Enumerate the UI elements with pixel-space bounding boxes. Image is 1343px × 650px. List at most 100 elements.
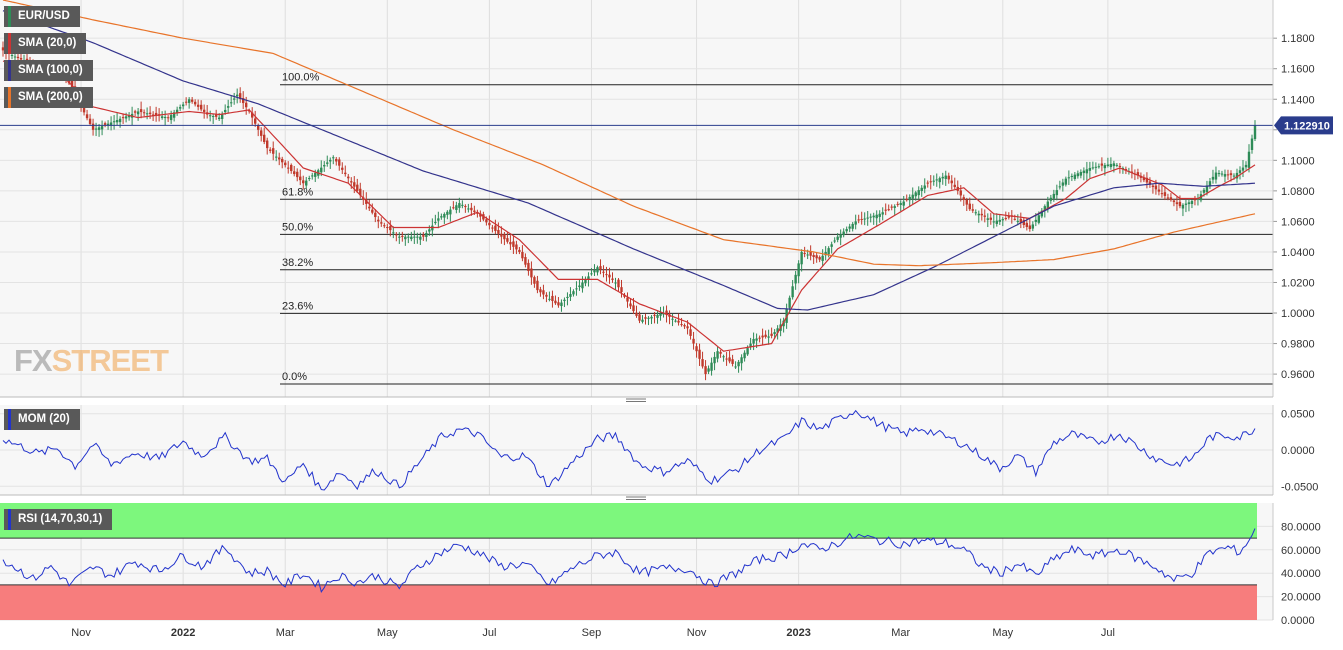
candle [1088, 161, 1092, 178]
candle [524, 253, 527, 268]
candle [287, 161, 290, 174]
candle [437, 211, 440, 229]
candle [1142, 174, 1146, 183]
candle [500, 226, 503, 244]
candle [1076, 170, 1080, 179]
candle [250, 107, 254, 126]
candle [677, 313, 680, 326]
resize-handle-1[interactable] [626, 398, 646, 402]
candle [506, 232, 509, 244]
candle [1184, 200, 1188, 213]
candle [335, 156, 338, 166]
fib-label: 38.2% [282, 257, 313, 269]
mom-line [2, 409, 1256, 491]
candle [704, 360, 707, 381]
candle [509, 235, 512, 250]
candle [121, 113, 125, 124]
candle [536, 275, 539, 294]
fib-label: 0.0% [282, 371, 307, 383]
candle [896, 201, 899, 207]
candle [800, 249, 803, 272]
candle [260, 127, 263, 142]
candle [518, 247, 521, 255]
candle [169, 110, 173, 124]
candle [356, 178, 359, 193]
candle [884, 203, 887, 216]
candle [97, 123, 101, 137]
candle [980, 208, 983, 221]
candle [911, 187, 914, 205]
candle [347, 173, 350, 183]
candle [1238, 166, 1242, 180]
candle [707, 365, 710, 375]
sma100-legend[interactable]: SMA (100,0) [4, 60, 93, 81]
candle [893, 204, 896, 215]
x-tick-jul-2: Jul [1101, 627, 1115, 639]
rsi-legend[interactable]: RSI (14,70,30,1) [4, 509, 113, 530]
candle [926, 180, 929, 188]
candle [947, 172, 950, 184]
candle [839, 229, 842, 246]
candle [1028, 218, 1032, 232]
candle [620, 279, 623, 298]
candle [272, 141, 275, 161]
candle [389, 220, 392, 237]
x-tick-mar-2: Mar [891, 627, 910, 639]
fib-label: 61.8% [282, 186, 313, 198]
resize-handle-2[interactable] [626, 496, 646, 500]
candle [281, 156, 284, 169]
sma20-legend[interactable]: SMA (20,0) [4, 33, 87, 54]
rsi-swatch [8, 509, 11, 530]
x-tick-mar: Mar [276, 627, 295, 639]
price-panel-bg [0, 0, 1273, 397]
candle [1022, 217, 1026, 229]
symbol-label[interactable]: EUR/USD [4, 6, 80, 27]
candle [118, 116, 122, 128]
candle [269, 147, 272, 154]
candle [731, 354, 734, 367]
price-y-tick: 1.0600 [1281, 216, 1315, 228]
candle [1247, 144, 1251, 173]
rsi-y-tick: 20.0000 [1281, 592, 1321, 604]
watermark-street: STREET [51, 343, 169, 378]
candle [1211, 169, 1215, 184]
candle [238, 87, 242, 103]
candle [659, 306, 662, 321]
candle [1049, 194, 1053, 204]
candle [761, 328, 764, 345]
candle [935, 173, 938, 187]
candle [1223, 169, 1227, 183]
candle [254, 110, 257, 127]
candle [202, 104, 206, 119]
candle [521, 245, 524, 262]
candle [190, 97, 194, 104]
sma200-legend[interactable]: SMA (200,0) [4, 87, 93, 108]
candle [1148, 177, 1152, 188]
candle [299, 169, 302, 186]
candle [803, 246, 806, 258]
fib-label: 50.0% [282, 221, 313, 233]
candle [968, 197, 971, 211]
candle [395, 232, 398, 242]
candle [452, 201, 455, 210]
candle [434, 214, 437, 225]
candle [410, 231, 413, 242]
candle [199, 100, 203, 112]
mom-legend[interactable]: MOM (20) [4, 409, 80, 430]
x-tick-nov: Nov [71, 627, 91, 639]
sma100-line [2, 10, 1256, 311]
candle [734, 361, 737, 369]
candle [1091, 161, 1095, 170]
candle [115, 113, 119, 126]
x-tick-may-2: May [992, 627, 1013, 639]
candle [193, 99, 197, 107]
candle [683, 323, 686, 329]
candle [641, 315, 644, 324]
candle [866, 210, 869, 226]
candle [611, 272, 614, 283]
candle [172, 109, 176, 122]
candle [226, 99, 230, 114]
candle [638, 311, 641, 324]
candle [488, 215, 491, 230]
candle [1253, 120, 1257, 142]
